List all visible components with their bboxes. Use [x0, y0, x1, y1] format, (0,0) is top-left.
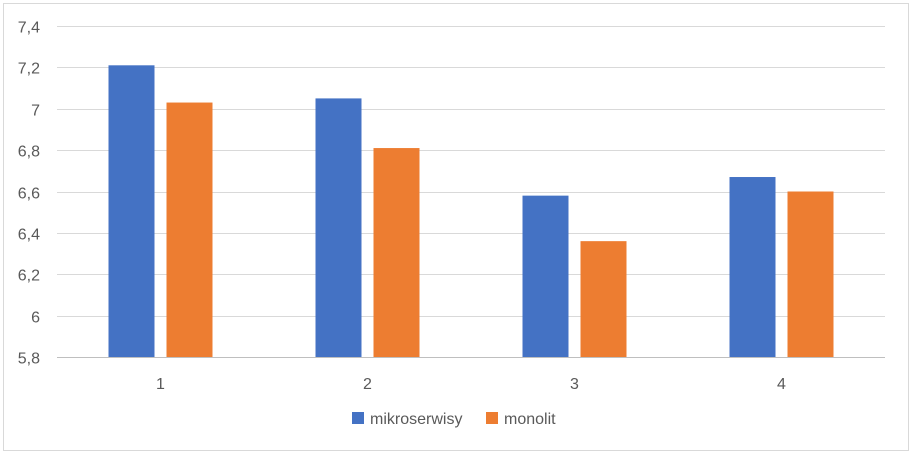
- legend-label-monolit: monolit: [504, 411, 556, 428]
- y-tick-label: 6,6: [18, 186, 40, 203]
- y-tick-label: 7,4: [18, 20, 40, 37]
- y-axis-tick-labels: 5,8 6 6,2 6,4 6,6 6,8 7 7,2 7,4: [18, 20, 40, 368]
- bar-mikroserwisy-1: [108, 65, 155, 358]
- bars: [108, 65, 834, 358]
- y-tick-label: 7: [31, 103, 40, 120]
- y-tick-label: 6,2: [18, 268, 40, 285]
- x-tick-label: 1: [156, 376, 165, 393]
- y-tick-label: 6,4: [18, 227, 40, 244]
- bar-mikroserwisy-3: [522, 195, 569, 357]
- bar-monolit-2: [373, 148, 420, 357]
- legend: mikroserwisy monolit: [352, 411, 556, 428]
- x-axis-tick-labels: 1 2 3 4: [156, 376, 786, 393]
- bar-monolit-4: [787, 191, 834, 357]
- y-tick-label: 5,8: [18, 351, 40, 368]
- y-tick-label: 7,2: [18, 61, 40, 78]
- bar-mikroserwisy-4: [729, 177, 776, 357]
- y-tick-label: 6: [31, 310, 40, 327]
- legend-swatch-monolit: [486, 412, 498, 424]
- y-tick-label: 6,8: [18, 144, 40, 161]
- bar-monolit-3: [580, 241, 627, 357]
- x-tick-label: 3: [570, 376, 579, 393]
- x-tick-label: 2: [363, 376, 372, 393]
- bar-monolit-1: [166, 102, 213, 357]
- bar-mikroserwisy-2: [315, 98, 362, 357]
- legend-swatch-mikroserwisy: [352, 412, 364, 424]
- x-tick-label: 4: [777, 376, 786, 393]
- legend-label-mikroserwisy: mikroserwisy: [370, 411, 462, 428]
